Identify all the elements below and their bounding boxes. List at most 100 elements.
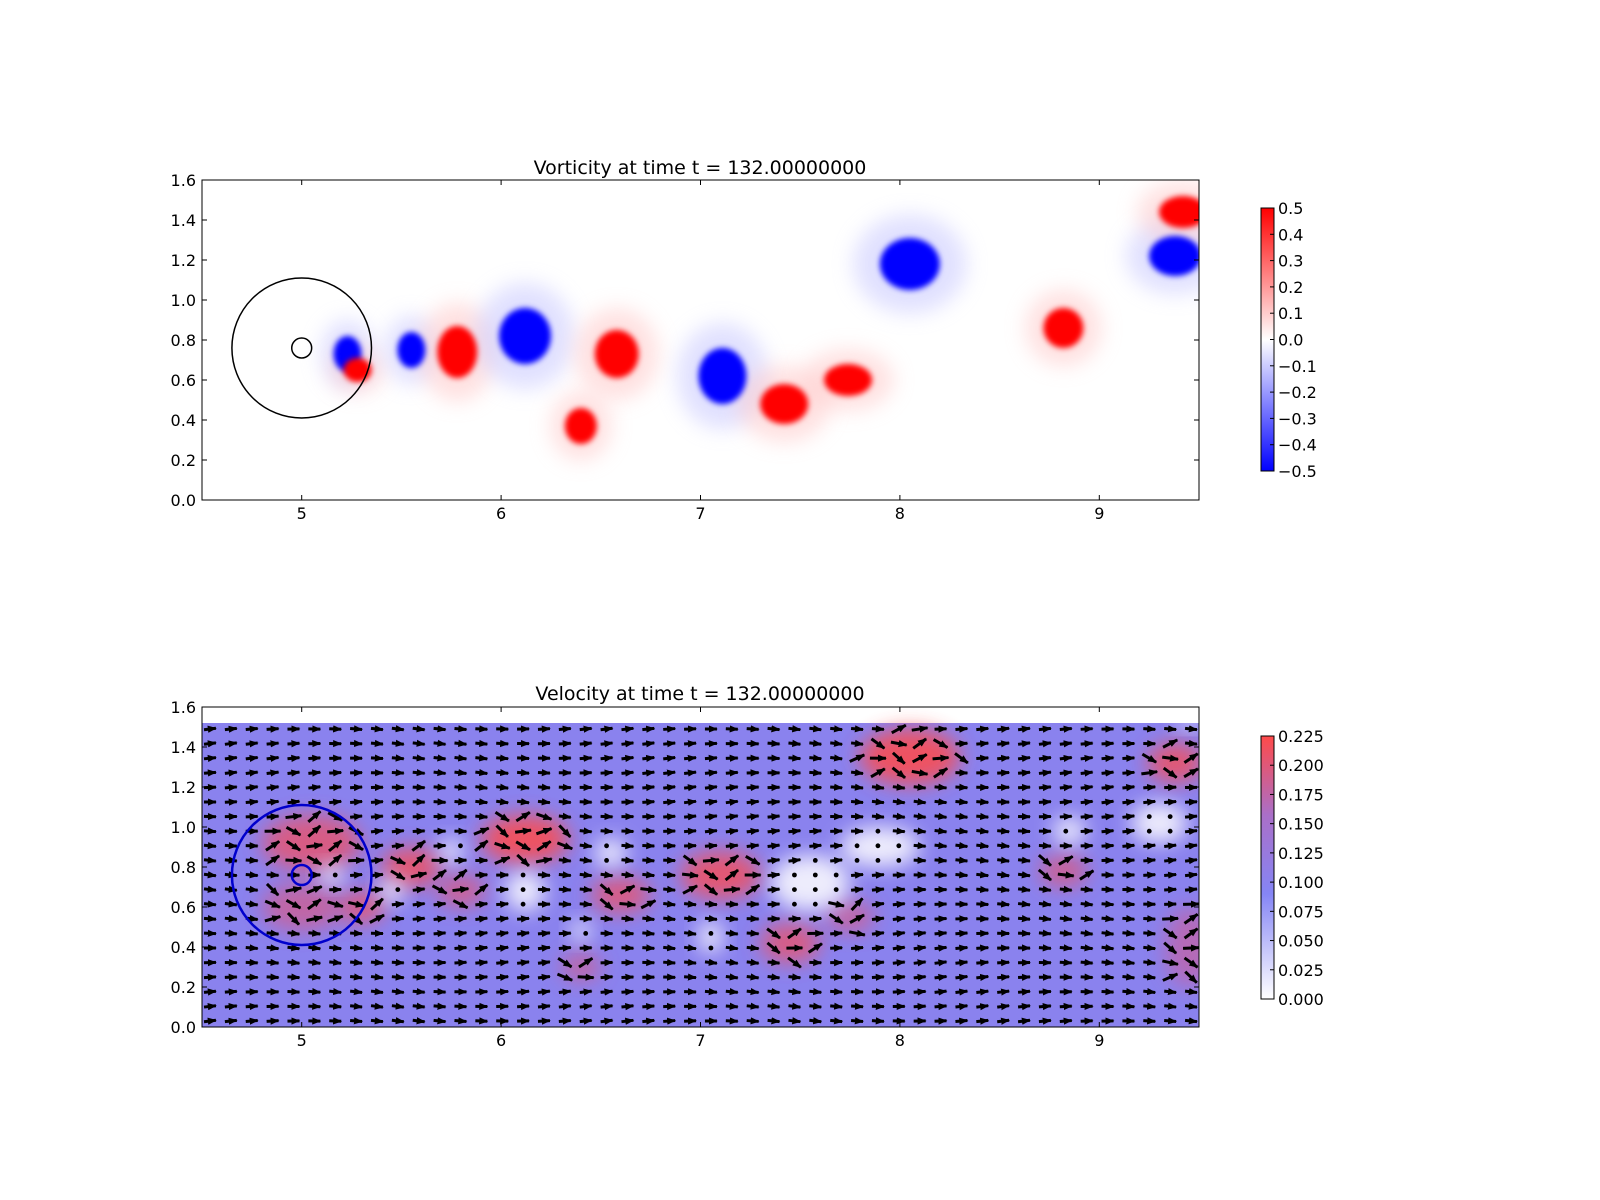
quiver-arrow bbox=[245, 725, 259, 733]
quiver-arrow bbox=[391, 754, 405, 762]
quiver-arrow bbox=[349, 871, 363, 879]
quiver-arrow bbox=[433, 725, 447, 733]
quiver-arrow bbox=[1080, 784, 1094, 792]
quiver-arrow bbox=[370, 754, 384, 762]
negative-vortex bbox=[698, 348, 747, 404]
quiver-arrow bbox=[640, 886, 658, 894]
quiver-arrow bbox=[1143, 929, 1157, 937]
quiver-arrow bbox=[494, 855, 511, 865]
quiver-arrow bbox=[412, 739, 426, 747]
quiver-arrow bbox=[264, 899, 281, 909]
quiver-arrow bbox=[475, 783, 489, 791]
positive-vortex bbox=[760, 384, 809, 424]
quiver-arrow bbox=[976, 944, 990, 952]
quiver-arrow bbox=[579, 812, 593, 821]
quiver-arrow bbox=[934, 871, 948, 879]
quiver-arrow bbox=[746, 958, 760, 966]
quiver-arrow bbox=[224, 769, 238, 777]
quiver-arrow bbox=[683, 900, 697, 908]
quiver-arrow bbox=[725, 798, 739, 806]
fast-flow-region bbox=[826, 901, 874, 933]
quiver-arrow bbox=[1080, 885, 1094, 894]
quiver-arrow bbox=[642, 740, 656, 748]
quiver-arrow bbox=[767, 886, 781, 894]
quiver-arrow bbox=[600, 1003, 614, 1011]
quiver-arrow bbox=[663, 754, 677, 763]
quiver-arrow bbox=[266, 958, 280, 967]
quiver-arrow bbox=[997, 900, 1011, 908]
quiver-arrow bbox=[537, 959, 551, 967]
quiver-arrow bbox=[1038, 914, 1052, 923]
quiver-arrow bbox=[892, 915, 906, 923]
quiver-arrow bbox=[871, 886, 885, 894]
quiver-arrow bbox=[350, 929, 363, 937]
quiver-arrow bbox=[308, 944, 322, 952]
quiver-arrow bbox=[224, 988, 238, 996]
vorticity-y-axis: 0.0 0.2 0.4 0.6 0.8 1.0 1.2 1.4 1.6 bbox=[171, 171, 1199, 510]
quiver-arrow bbox=[412, 973, 426, 981]
quiver-arrow bbox=[475, 973, 489, 981]
quiver-arrow bbox=[1038, 754, 1052, 763]
quiver-arrow bbox=[224, 856, 238, 864]
colorbar-tick-label: 0.075 bbox=[1278, 902, 1324, 921]
quiver-arrow bbox=[412, 769, 426, 777]
quiver-arrow bbox=[911, 753, 928, 764]
quiver-arrow bbox=[370, 958, 384, 967]
quiver-arrow bbox=[663, 798, 677, 806]
quiver-arrow bbox=[934, 798, 948, 806]
quiver-arrow bbox=[266, 871, 280, 879]
quiver-arrow bbox=[433, 768, 447, 777]
quiver-arrow bbox=[454, 739, 468, 747]
quiver-arrow bbox=[1143, 987, 1157, 996]
quiver-arrow bbox=[1017, 856, 1031, 864]
quiver-arrow bbox=[1080, 900, 1094, 908]
quiver-arrow bbox=[663, 740, 677, 748]
quiver-arrow bbox=[600, 915, 614, 923]
quiver-arrow bbox=[663, 900, 677, 908]
quiver-arrow bbox=[976, 885, 990, 894]
quiver-arrow bbox=[788, 987, 802, 996]
y-tick-label: 1.4 bbox=[171, 738, 196, 757]
quiver-arrow bbox=[327, 827, 345, 835]
quiver-arrow bbox=[809, 769, 823, 777]
quiver-arrow bbox=[391, 987, 405, 996]
quiver-arrow bbox=[1183, 956, 1199, 969]
quiver-arrow bbox=[370, 798, 384, 806]
quiver-arrow bbox=[788, 813, 802, 821]
quiver-arrow bbox=[224, 915, 238, 923]
quiver-arrow bbox=[1122, 798, 1136, 806]
quiver-arrow bbox=[809, 988, 823, 996]
quiver-arrow bbox=[913, 915, 927, 923]
quiver-arrow bbox=[203, 988, 217, 996]
quiver-arrow bbox=[579, 841, 593, 850]
quiver-arrow bbox=[266, 740, 280, 748]
quiver-arrow bbox=[1057, 871, 1075, 879]
quiver-arrow bbox=[285, 813, 303, 821]
quiver-arrow bbox=[266, 784, 280, 792]
quiver-arrow bbox=[704, 958, 718, 966]
quiver-arrow bbox=[412, 900, 426, 909]
quiver-arrow bbox=[934, 725, 948, 733]
quiver-arrow bbox=[997, 871, 1011, 879]
quiver-arrow bbox=[1080, 827, 1094, 835]
quiver-arrow bbox=[642, 944, 656, 952]
quiver-arrow bbox=[1184, 842, 1198, 850]
quiver-arrow bbox=[683, 754, 697, 762]
quiver-arrow bbox=[285, 899, 302, 910]
quiver-dot bbox=[854, 858, 860, 863]
quiver-arrow bbox=[828, 900, 845, 908]
quiver-arrow bbox=[516, 783, 530, 791]
quiver-arrow bbox=[556, 841, 574, 851]
quiver-arrow bbox=[871, 1017, 885, 1025]
quiver-arrow bbox=[475, 944, 489, 952]
x-tick-label: 7 bbox=[695, 504, 705, 523]
quiver-arrow bbox=[976, 959, 990, 967]
quiver-dot bbox=[1167, 814, 1173, 819]
quiver-arrow bbox=[203, 973, 217, 981]
quiver-arrow bbox=[454, 768, 468, 777]
quiver-arrow bbox=[307, 824, 322, 838]
quiver-arrow bbox=[578, 956, 594, 969]
colorbar-tick-label: 0.000 bbox=[1278, 990, 1324, 1009]
colorbar-tick-label: 0.0 bbox=[1278, 331, 1303, 350]
quiver-arrow bbox=[976, 740, 990, 748]
